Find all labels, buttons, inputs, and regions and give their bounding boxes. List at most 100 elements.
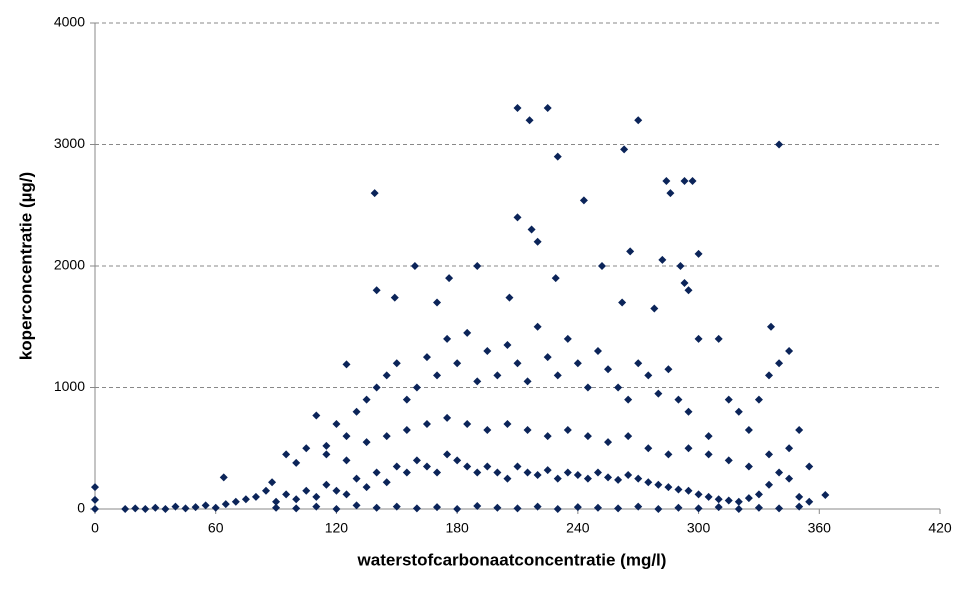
point (473, 501, 482, 510)
point (372, 468, 381, 477)
point (573, 359, 582, 368)
point (292, 504, 301, 513)
x-tick-label: 240 (566, 520, 590, 536)
point (272, 497, 281, 506)
point (268, 478, 277, 487)
point (767, 322, 775, 331)
point (614, 475, 623, 484)
point (312, 411, 321, 420)
point (362, 483, 371, 492)
point (553, 474, 562, 483)
point (634, 359, 643, 368)
point (523, 468, 532, 477)
point (412, 504, 421, 513)
point (523, 377, 532, 386)
point (618, 298, 627, 307)
point (688, 176, 697, 185)
point (422, 419, 431, 428)
point (433, 298, 442, 307)
point (785, 474, 794, 483)
point (604, 473, 613, 482)
point (453, 359, 462, 368)
point (352, 501, 361, 510)
point (332, 486, 341, 495)
point (620, 145, 629, 154)
point (382, 478, 391, 487)
point (734, 497, 743, 506)
point (453, 505, 462, 513)
point (412, 456, 421, 465)
x-tick-label: 180 (445, 520, 469, 536)
point (533, 237, 542, 246)
y-tick-label: 2000 (54, 257, 85, 273)
point (543, 466, 552, 475)
point (654, 505, 663, 513)
point (579, 196, 588, 205)
point (503, 419, 512, 428)
x-tick-label: 120 (325, 520, 349, 536)
point (764, 450, 773, 459)
point (382, 432, 391, 441)
point (614, 383, 623, 392)
point (443, 413, 452, 422)
point (312, 502, 321, 511)
point (553, 505, 562, 513)
point (422, 353, 431, 362)
point (292, 458, 301, 467)
point (694, 504, 703, 513)
point (201, 501, 210, 510)
point (219, 473, 228, 482)
point (342, 432, 351, 441)
point (754, 395, 763, 404)
point (821, 491, 830, 500)
point (634, 474, 643, 483)
point (805, 497, 814, 506)
point (523, 426, 532, 435)
point (680, 176, 689, 185)
point (402, 468, 411, 477)
point (390, 293, 399, 302)
point (292, 495, 301, 504)
point (473, 468, 482, 477)
point (121, 505, 130, 513)
point (352, 474, 361, 483)
point (91, 495, 99, 504)
point (785, 347, 794, 356)
point (322, 480, 331, 489)
point (262, 486, 271, 495)
point (684, 444, 693, 453)
point (734, 505, 743, 513)
point (744, 426, 753, 435)
y-axis-title: koperconcentratie (µg/) (16, 172, 35, 360)
point (634, 502, 643, 511)
point (704, 432, 713, 441)
y-tick-label: 1000 (54, 378, 85, 394)
point (593, 347, 602, 356)
y-tick-label: 3000 (54, 135, 85, 151)
point (503, 340, 512, 349)
point (493, 468, 502, 477)
point (392, 502, 401, 511)
point (505, 293, 514, 302)
point (533, 502, 542, 511)
point (724, 456, 733, 465)
point (342, 456, 351, 465)
point (463, 328, 472, 337)
point (563, 426, 572, 435)
point (443, 334, 452, 343)
point (553, 152, 562, 161)
point (463, 419, 472, 428)
point (483, 347, 492, 356)
point (543, 353, 552, 362)
point (724, 395, 733, 404)
point (372, 503, 381, 512)
point (342, 490, 351, 499)
point (664, 483, 673, 492)
point (231, 497, 240, 506)
point (795, 492, 804, 501)
point (744, 494, 753, 503)
point (680, 279, 689, 288)
point (775, 140, 784, 149)
point (714, 495, 723, 504)
